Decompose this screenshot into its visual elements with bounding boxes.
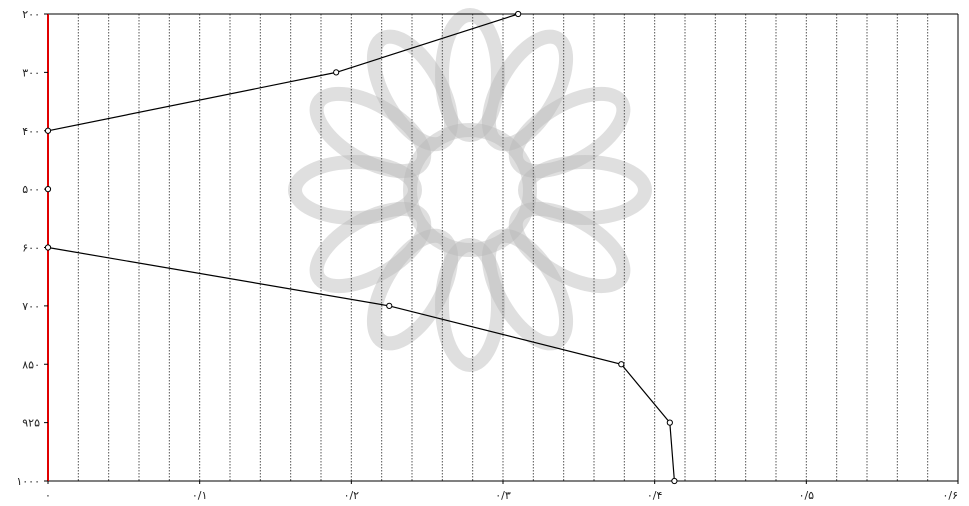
y-tick-label: ۴۰۰ (22, 125, 40, 138)
y-tick-label: ۹۲۵ (22, 417, 40, 430)
series (45, 11, 677, 483)
y-tick-label: ۲۰۰ (22, 8, 40, 21)
y-tick-label: ۵۰۰ (22, 183, 40, 196)
y-tick-label: ۸۵۰ (22, 358, 40, 371)
data-point (45, 187, 50, 192)
data-point (672, 478, 677, 483)
data-point (516, 11, 521, 16)
x-tick-label: ۰/۲ (344, 489, 360, 502)
x-tick-label: ۰/۶ (942, 489, 958, 502)
x-tick-label: ۰/۳ (495, 489, 511, 502)
x-tick-label: ۰/۴ (647, 489, 663, 502)
data-point (334, 70, 339, 75)
data-point (387, 303, 392, 308)
watermark-ring (410, 130, 530, 250)
y-tick-label: ۷۰۰ (22, 300, 40, 313)
y-tick-label: ۳۰۰ (22, 66, 40, 79)
x-tick-label: ۰/۵ (799, 489, 815, 502)
y-tick-label: ۶۰۰ (22, 242, 40, 255)
watermark-logo (295, 15, 645, 365)
data-point (45, 128, 50, 133)
x-tick-label: ۰/۱ (192, 489, 208, 502)
data-point (619, 362, 624, 367)
data-point (667, 420, 672, 425)
y-tick-label: ۱۰۰۰ (16, 475, 40, 488)
x-tick-label: ۰ (45, 489, 51, 502)
data-point (45, 245, 50, 250)
